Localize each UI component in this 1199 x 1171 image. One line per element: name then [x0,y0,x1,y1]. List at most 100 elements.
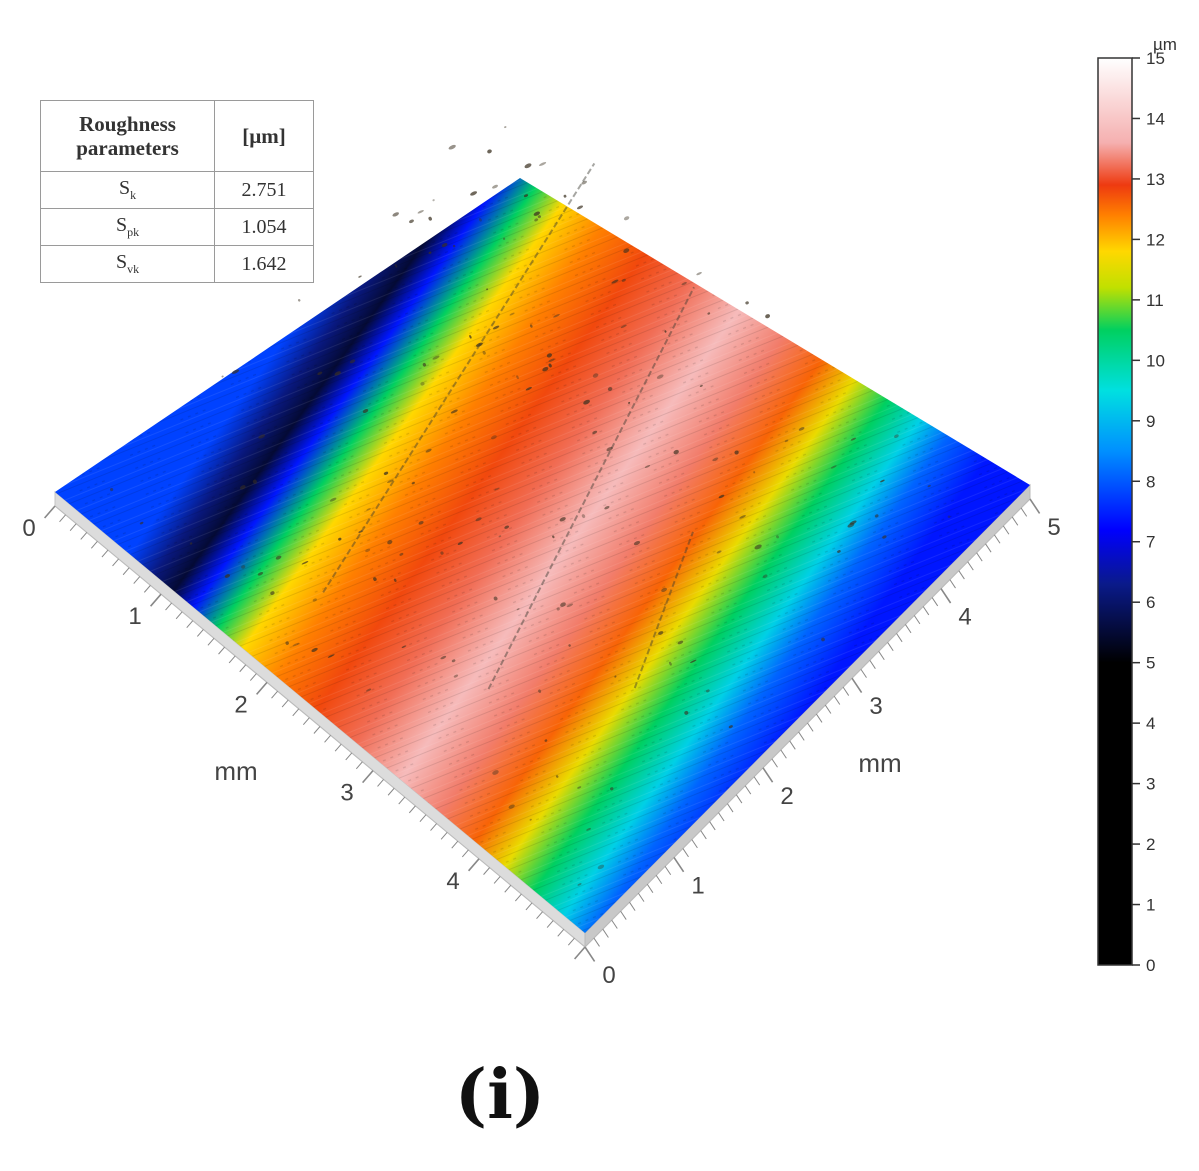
surface-speck [621,278,626,282]
surface-speck [275,555,282,560]
y-axis-tick [355,761,363,770]
surface-speck [706,689,710,693]
surface-speck [798,427,805,431]
y-axis-tick [573,946,586,960]
y-axis-tick [493,876,501,884]
surface-speck [448,144,456,150]
surface-speck [681,282,687,286]
y-axis-tick [546,920,554,928]
surface-speck [620,324,627,329]
surface-speck [753,471,756,474]
param-subscript: vk [127,262,140,276]
y-axis-tick [165,602,172,611]
y-axis-tick [255,681,268,695]
surface-speck [486,288,489,291]
surface-speck [224,574,231,578]
x-axis-tick [940,588,952,604]
x-axis-tick [762,767,774,783]
surface-speck [257,572,264,576]
surface-speck [252,479,257,484]
colorbar [1097,57,1133,966]
panel-label: (i) [454,1055,546,1135]
y-axis-tick [483,867,490,875]
surface-speck [440,551,444,555]
x-axis-tick [629,901,636,911]
surface-speck [623,248,630,253]
value-cell: 2.751 [214,171,314,209]
surface-speck [544,739,548,742]
surface-speck [592,373,599,378]
surface-speck [784,439,789,443]
surface-speck [292,642,300,647]
y-axis-tick [536,911,543,920]
surface-speck [690,659,697,663]
y-axis-tick [196,629,204,637]
surface-speck [607,387,613,391]
x-axis-tick [993,534,1001,544]
surface-speck [189,542,193,545]
x-axis-tick [584,946,596,962]
surface-speck [516,608,520,611]
param-cell: Svk [40,245,215,283]
x-axis-tick [709,821,716,831]
surface-speck [538,689,542,693]
surface-speck [610,787,614,791]
y-axis-tick [133,576,141,584]
x-axis-tick [913,615,921,625]
x-axis-tick [1020,507,1028,517]
y-axis-tick [514,893,522,902]
surface-texture [55,178,1030,933]
y-axis-tick-label: 2 [234,691,247,718]
colorbar-tick-label: 8 [1146,472,1155,491]
y-axis-tick [398,796,406,805]
x-axis-tick [824,704,832,714]
surface-speck [894,434,899,438]
param-subscript: k [130,188,137,202]
x-axis-tick [815,713,823,723]
surface-speck [560,602,566,607]
x-axis-tick [904,624,912,634]
y-axis-tick [313,726,321,734]
surface-speck [611,279,619,284]
surface-speck [297,299,301,302]
surface-speck [432,355,440,360]
surface-speck [394,263,398,268]
surface-speck [553,314,560,318]
surface-speck [366,508,371,511]
x-axis-tick [744,785,752,795]
x-axis-tick [620,910,627,920]
y-axis-tick [218,646,225,655]
surface-speck [492,325,500,330]
surface-speck [409,219,414,224]
param-symbol: S [115,251,128,273]
x-axis-tick [780,749,787,759]
surface-speck [644,465,651,468]
y-axis-tick [43,505,56,519]
x-axis-tick-label: 0 [602,962,615,989]
x-axis-tick [798,731,805,741]
surface-speck [699,384,703,387]
surface-speck [718,494,725,499]
surface-speck [453,674,459,678]
x-axis-label: mm [858,748,901,778]
colorbar-tick-label: 4 [1146,714,1155,733]
surface-speck [428,251,432,254]
x-axis-tick [976,552,983,562]
y-axis-tick [377,779,384,787]
y-axis-tick-label: 0 [22,515,35,542]
surface-speck [475,517,482,522]
y-axis-tick-label: 3 [340,780,353,807]
colorbar-tick-label: 2 [1146,835,1155,854]
surface-speck [874,514,879,518]
colorbar-tick-label: 15 [1146,49,1165,68]
colorbar-tick-label: 6 [1146,593,1155,612]
colorbar-tick-label: 9 [1146,412,1155,431]
header-parameters: Roughness parameters [40,100,215,172]
surface-speck [559,517,566,522]
surface-speck [451,659,456,663]
surface-speck [504,525,510,529]
surface-speck [606,446,613,452]
surface-speck [417,210,424,214]
surface-speck [707,312,711,315]
surface-speck [525,386,532,391]
